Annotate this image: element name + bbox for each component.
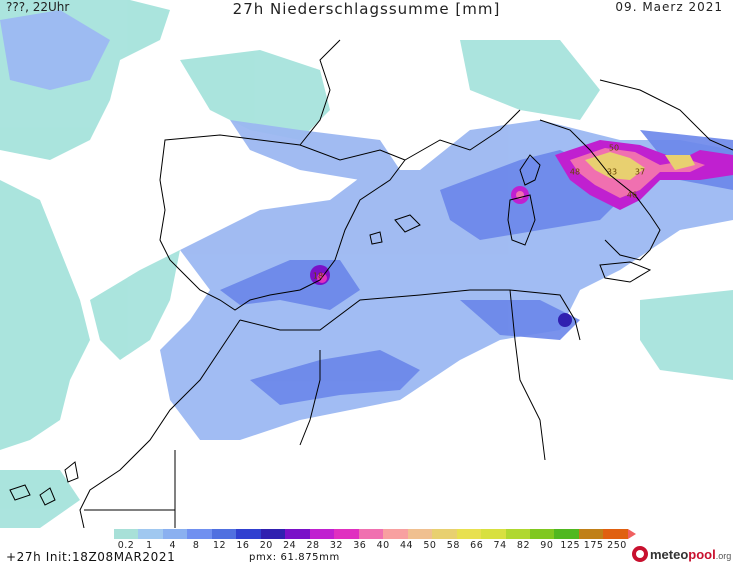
colorbar-tick-labels: 0.2 1 4 8 12 16 20 24 28 32 36 40 44 50 58 66 74 82 90 125 1… (0, 540, 733, 552)
colorbar-segment (432, 529, 457, 539)
colorbar-tick-label: 125 (560, 540, 581, 551)
colorbar-tick-label: 175 (583, 540, 604, 551)
init-time: +27h Init:18Z08MAR2021 (6, 550, 176, 564)
colorbar-tick-label: 44 (400, 540, 414, 551)
colorbar-segment (334, 529, 359, 539)
max-label: 33 (606, 167, 618, 177)
colorbar-segment (236, 529, 261, 539)
colorbar-tick-label: 0.2 (117, 540, 135, 551)
valid-time: ???, 22Uhr (6, 0, 70, 14)
colorbar-tick-label: 58 (446, 540, 460, 551)
colorbar-segment (603, 529, 628, 539)
colorbar-arrow (627, 529, 636, 539)
colorbar-segment (481, 529, 506, 539)
colorbar-segment (309, 529, 335, 539)
colorbar-segment (383, 529, 408, 539)
colorbar-tick-label: 16 (236, 540, 250, 551)
max-label: 48 (569, 167, 581, 177)
colorbar-tick-label: 66 (470, 540, 484, 551)
colorbar-segment (138, 529, 163, 539)
colorbar-segment (187, 529, 212, 539)
colorbar-tick-label: 90 (540, 540, 554, 551)
colorbar-tick-label: 32 (329, 540, 343, 551)
colorbar-segment (260, 529, 286, 539)
colorbar-segment (162, 529, 188, 539)
valid-date: 09. Maerz 2021 (615, 0, 723, 14)
pmx-value: pmx: 61.875mm (249, 552, 340, 563)
colorbar-tick-label: 24 (283, 540, 297, 551)
logo-text: meteopool.org (650, 546, 732, 562)
max-label: 37 (634, 167, 646, 177)
precipitation-map: 50 48 33 37 46 18 (0, 0, 733, 528)
colorbar-tick-label: 74 (493, 540, 507, 551)
colorbar-tick-label: 8 (192, 540, 200, 551)
colorbar-tick-label: 250 (607, 540, 627, 551)
colorbar-tick-label: 36 (353, 540, 367, 551)
max-label: 46 (626, 190, 638, 200)
colorbar-tick-label: 82 (516, 540, 531, 551)
max-label: 18 (312, 271, 324, 281)
colorbar-tick-label: 1 (146, 540, 153, 551)
colorbar-segment (285, 529, 310, 539)
precip-intense-core (310, 140, 733, 327)
colorbar-segment (456, 529, 482, 539)
map-title: 27h Niederschlagssumme [mm] (232, 0, 501, 18)
colorbar-tick-label: 50 (423, 540, 437, 551)
colorbar-segment (114, 529, 139, 539)
colorbar-tick-label: 4 (169, 540, 177, 551)
colorbar-segment (505, 529, 530, 539)
colorbar (114, 529, 636, 539)
max-label: 50 (608, 143, 620, 153)
colorbar-segment (358, 529, 384, 539)
colorbar-tick-label: 20 (259, 540, 273, 551)
colorbar-segment (211, 529, 237, 539)
colorbar-tick-label: 28 (306, 540, 320, 551)
colorbar-segment (407, 529, 433, 539)
colorbar-tick-label: 40 (376, 540, 390, 551)
colorbar-segment (554, 529, 579, 539)
coastlines (9, 39, 733, 528)
colorbar-tick-label: 12 (212, 540, 227, 551)
colorbar-segment (578, 529, 604, 539)
logo-icon (632, 546, 648, 562)
meteopool-logo: meteopool.org (632, 544, 731, 564)
map-canvas (0, 0, 733, 528)
colorbar-segment (529, 529, 555, 539)
